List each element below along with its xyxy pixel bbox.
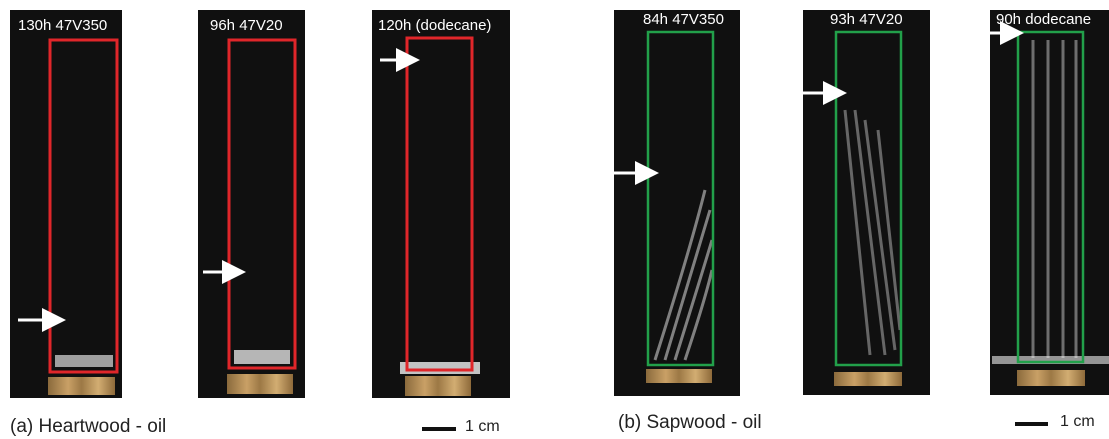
panel-label: 130h 47V350 bbox=[18, 17, 107, 34]
panel: 130h 47V350 bbox=[10, 10, 122, 398]
panel-label: 90h dodecane bbox=[996, 11, 1091, 28]
panel-label: 93h 47V20 bbox=[830, 11, 903, 28]
panel: 90h dodecane bbox=[990, 10, 1109, 395]
scale-label: 1 cm bbox=[1060, 413, 1095, 430]
panel-label: 96h 47V20 bbox=[210, 17, 283, 34]
panel: 84h 47V350 bbox=[614, 10, 740, 396]
panel: 93h 47V20 bbox=[803, 10, 930, 395]
caption: (a) Heartwood - oil bbox=[10, 416, 166, 437]
panel-label: 84h 47V350 bbox=[643, 11, 724, 28]
panel: 120h (dodecane) bbox=[372, 10, 510, 398]
scale-label: 1 cm bbox=[465, 418, 500, 435]
panel: 96h 47V20 bbox=[198, 10, 305, 398]
panel-label: 120h (dodecane) bbox=[378, 17, 491, 34]
caption: (b) Sapwood - oil bbox=[618, 412, 762, 433]
